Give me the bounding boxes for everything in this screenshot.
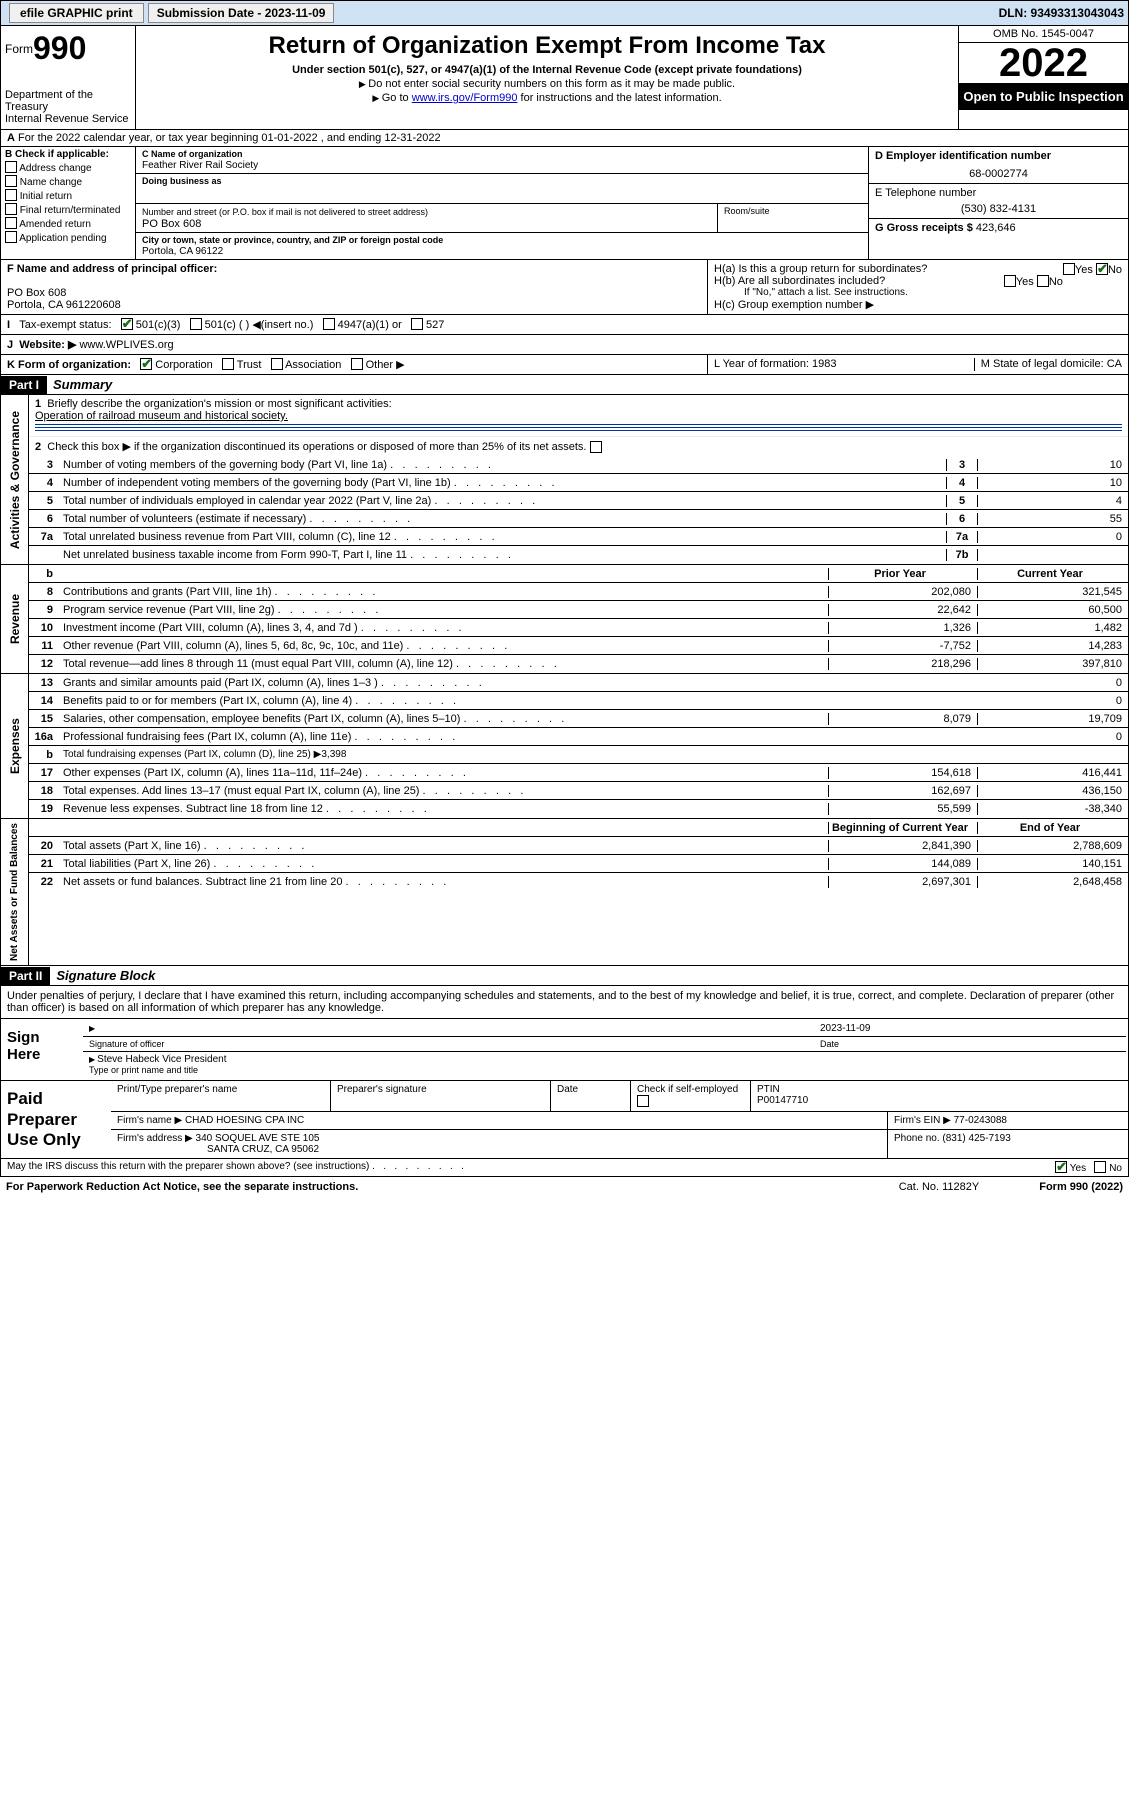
- chk-address-change[interactable]: [5, 161, 17, 173]
- summary-line: 9Program service revenue (Part VIII, lin…: [29, 601, 1128, 619]
- activities-governance: Activities & Governance 1 Briefly descri…: [0, 395, 1129, 565]
- form-header: Form990 Department of the TreasuryIntern…: [0, 26, 1129, 130]
- mission-text: Operation of railroad museum and histori…: [35, 410, 288, 422]
- side-netassets: Net Assets or Fund Balances: [7, 819, 22, 965]
- summary-line: 16aProfessional fundraising fees (Part I…: [29, 728, 1128, 746]
- state-domicile: M State of legal domicile: CA: [975, 358, 1122, 371]
- summary-line: 6Total number of volunteers (estimate if…: [29, 510, 1128, 528]
- chk-amended[interactable]: [5, 217, 17, 229]
- chk-self-employed[interactable]: [637, 1095, 649, 1107]
- dept-treasury: Department of the TreasuryInternal Reven…: [5, 89, 131, 125]
- summary-line: 11Other revenue (Part VIII, column (A), …: [29, 637, 1128, 655]
- may-irs-discuss: May the IRS discuss this return with the…: [1, 1158, 1128, 1176]
- room-suite: Room/suite: [718, 204, 868, 232]
- summary-line: 20Total assets (Part X, line 16)2,841,39…: [29, 837, 1128, 855]
- section-b-header: B Check if applicable: Address change Na…: [0, 147, 1129, 260]
- open-to-public: Open to Public Inspection: [959, 83, 1128, 110]
- row-f-h: F Name and address of principal officer:…: [0, 260, 1129, 315]
- summary-line: 15Salaries, other compensation, employee…: [29, 710, 1128, 728]
- form-title: Return of Organization Exempt From Incom…: [144, 32, 950, 60]
- year-formation: L Year of formation: 1983: [714, 358, 975, 371]
- form-number: Form990: [5, 30, 131, 67]
- summary-line: bTotal fundraising expenses (Part IX, co…: [29, 746, 1128, 764]
- chk-app-pending[interactable]: [5, 231, 17, 243]
- perjury-declaration: Under penalties of perjury, I declare th…: [1, 986, 1128, 1019]
- summary-line: 19Revenue less expenses. Subtract line 1…: [29, 800, 1128, 818]
- summary-line: 3Number of voting members of the governi…: [29, 456, 1128, 474]
- discuss-no[interactable]: [1094, 1161, 1106, 1173]
- dba-cell: Doing business as: [136, 174, 868, 204]
- dln: DLN: 93493313043043: [999, 6, 1124, 20]
- form-subtitle: Under section 501(c), 527, or 4947(a)(1)…: [144, 64, 950, 76]
- chk-initial-return[interactable]: [5, 189, 17, 201]
- tax-year: 2022: [959, 43, 1128, 83]
- hb-no[interactable]: [1037, 275, 1049, 287]
- side-revenue: Revenue: [6, 590, 24, 648]
- part1-header: Part ISummary: [0, 375, 1129, 395]
- page-footer: For Paperwork Reduction Act Notice, see …: [0, 1177, 1129, 1197]
- h-c: H(c) Group exemption number ▶: [714, 298, 1122, 311]
- summary-line: 14Benefits paid to or for members (Part …: [29, 692, 1128, 710]
- chk-501c[interactable]: [190, 318, 202, 330]
- top-bar: efile GRAPHIC print Submission Date - 20…: [0, 0, 1129, 26]
- chk-4947[interactable]: [323, 318, 335, 330]
- chk-other[interactable]: [351, 358, 363, 370]
- na-header: Beginning of Current YearEnd of Year: [29, 819, 1128, 837]
- irs-link[interactable]: www.irs.gov/Form990: [412, 92, 518, 104]
- summary-line: 12Total revenue—add lines 8 through 11 (…: [29, 655, 1128, 673]
- city-state-zip: City or town, state or province, country…: [136, 233, 868, 259]
- chk-trust[interactable]: [222, 358, 234, 370]
- col-header-b: b Prior YearCurrent Year: [29, 565, 1128, 583]
- check-if-applicable: B Check if applicable: Address change Na…: [1, 147, 136, 259]
- side-expenses: Expenses: [6, 714, 24, 778]
- row-k-l-m: K Form of organization: Corporation Trus…: [0, 355, 1129, 375]
- chk-name-change[interactable]: [5, 175, 17, 187]
- chk-corp[interactable]: [140, 358, 152, 370]
- phone-cell: E Telephone number(530) 832-4131: [869, 184, 1128, 219]
- efile-print-button[interactable]: efile GRAPHIC print: [9, 3, 144, 23]
- row-a-taxyear: A For the 2022 calendar year, or tax yea…: [0, 130, 1129, 147]
- summary-line: 17Other expenses (Part IX, column (A), l…: [29, 764, 1128, 782]
- summary-line: 10Investment income (Part VIII, column (…: [29, 619, 1128, 637]
- h-b: H(b) Are all subordinates included? Yes …: [714, 275, 1122, 287]
- chk-discontinued[interactable]: [590, 441, 602, 453]
- street-address: Number and street (or P.O. box if mail i…: [136, 204, 718, 232]
- ha-no[interactable]: [1096, 263, 1108, 275]
- ein-cell: D Employer identification number68-00027…: [869, 147, 1128, 184]
- summary-line: 8Contributions and grants (Part VIII, li…: [29, 583, 1128, 601]
- submission-date: Submission Date - 2023-11-09: [148, 3, 335, 23]
- row-j: J Website: ▶ www.WPLIVES.org: [0, 335, 1129, 355]
- sign-here-label: Sign Here: [1, 1019, 81, 1080]
- ha-yes[interactable]: [1063, 263, 1075, 275]
- summary-line: Net unrelated business taxable income fr…: [29, 546, 1128, 564]
- netassets-block: Net Assets or Fund Balances Beginning of…: [0, 819, 1129, 966]
- ssn-notice: Do not enter social security numbers on …: [144, 78, 950, 90]
- goto-link-line: Go to www.irs.gov/Form990 for instructio…: [144, 92, 950, 104]
- hb-note: If "No," attach a list. See instructions…: [714, 287, 1122, 298]
- hb-yes[interactable]: [1004, 275, 1016, 287]
- expenses-block: Expenses 13Grants and similar amounts pa…: [0, 674, 1129, 819]
- signature-block: Under penalties of perjury, I declare th…: [0, 986, 1129, 1177]
- discuss-yes[interactable]: [1055, 1161, 1067, 1173]
- summary-line: 13Grants and similar amounts paid (Part …: [29, 674, 1128, 692]
- chk-final-return[interactable]: [5, 203, 17, 215]
- org-name-cell: C Name of organizationFeather River Rail…: [136, 147, 868, 174]
- summary-line: 21Total liabilities (Part X, line 26)144…: [29, 855, 1128, 873]
- revenue-block: Revenue b Prior YearCurrent Year 8Contri…: [0, 565, 1129, 674]
- part2-header: Part IISignature Block: [0, 966, 1129, 986]
- chk-501c3[interactable]: [121, 318, 133, 330]
- paid-preparer: Paid Preparer Use Only Print/Type prepar…: [1, 1080, 1128, 1158]
- chk-assoc[interactable]: [271, 358, 283, 370]
- summary-line: 7aTotal unrelated business revenue from …: [29, 528, 1128, 546]
- summary-line: 22Net assets or fund balances. Subtract …: [29, 873, 1128, 891]
- chk-527[interactable]: [411, 318, 423, 330]
- summary-line: 5Total number of individuals employed in…: [29, 492, 1128, 510]
- summary-line: 4Number of independent voting members of…: [29, 474, 1128, 492]
- summary-line: 18Total expenses. Add lines 13–17 (must …: [29, 782, 1128, 800]
- row-i-j: I Tax-exempt status: 501(c)(3) 501(c) ( …: [0, 315, 1129, 335]
- gross-receipts: G Gross receipts $ 423,646: [869, 219, 1128, 237]
- side-activities: Activities & Governance: [6, 407, 24, 553]
- h-a: H(a) Is this a group return for subordin…: [714, 263, 1122, 275]
